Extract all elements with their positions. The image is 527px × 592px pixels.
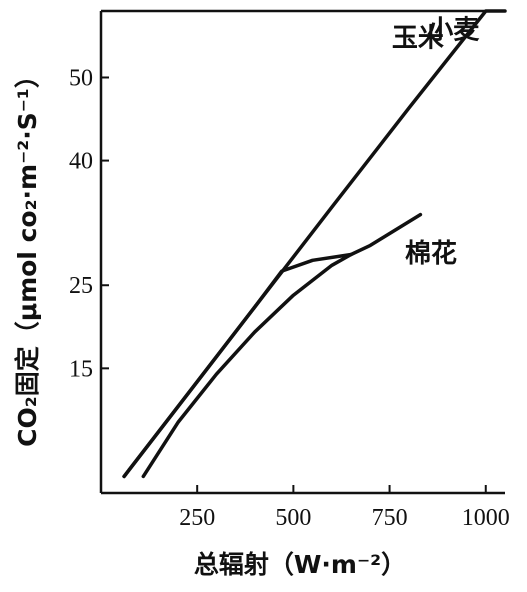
- x-tick-label: 500: [275, 505, 311, 531]
- x-tick-label: 750: [372, 505, 408, 531]
- y-tick-label: 50: [69, 65, 93, 91]
- y-tick-label: 25: [69, 273, 93, 299]
- x-tick-label: 1000: [462, 505, 510, 531]
- series-line-2: [141, 212, 423, 479]
- y-tick-label: 40: [69, 149, 93, 175]
- series-label-1: 小麦: [427, 15, 480, 45]
- x-axis-title: 总辐射（W·m⁻²）: [194, 550, 406, 579]
- series-lines: [122, 9, 507, 479]
- series-label-2: 棉花: [405, 239, 457, 269]
- x-tick-label: 250: [179, 505, 215, 531]
- y-tick-label: 15: [69, 356, 93, 382]
- ticks: 250 500 750 1000 15 25 40 50: [69, 65, 510, 531]
- y-axis-title: CO₂固定（μmol co₂·m⁻²·S⁻¹）: [13, 63, 42, 447]
- series-line-1: [122, 252, 353, 479]
- series-label-0: 玉米: [392, 23, 444, 53]
